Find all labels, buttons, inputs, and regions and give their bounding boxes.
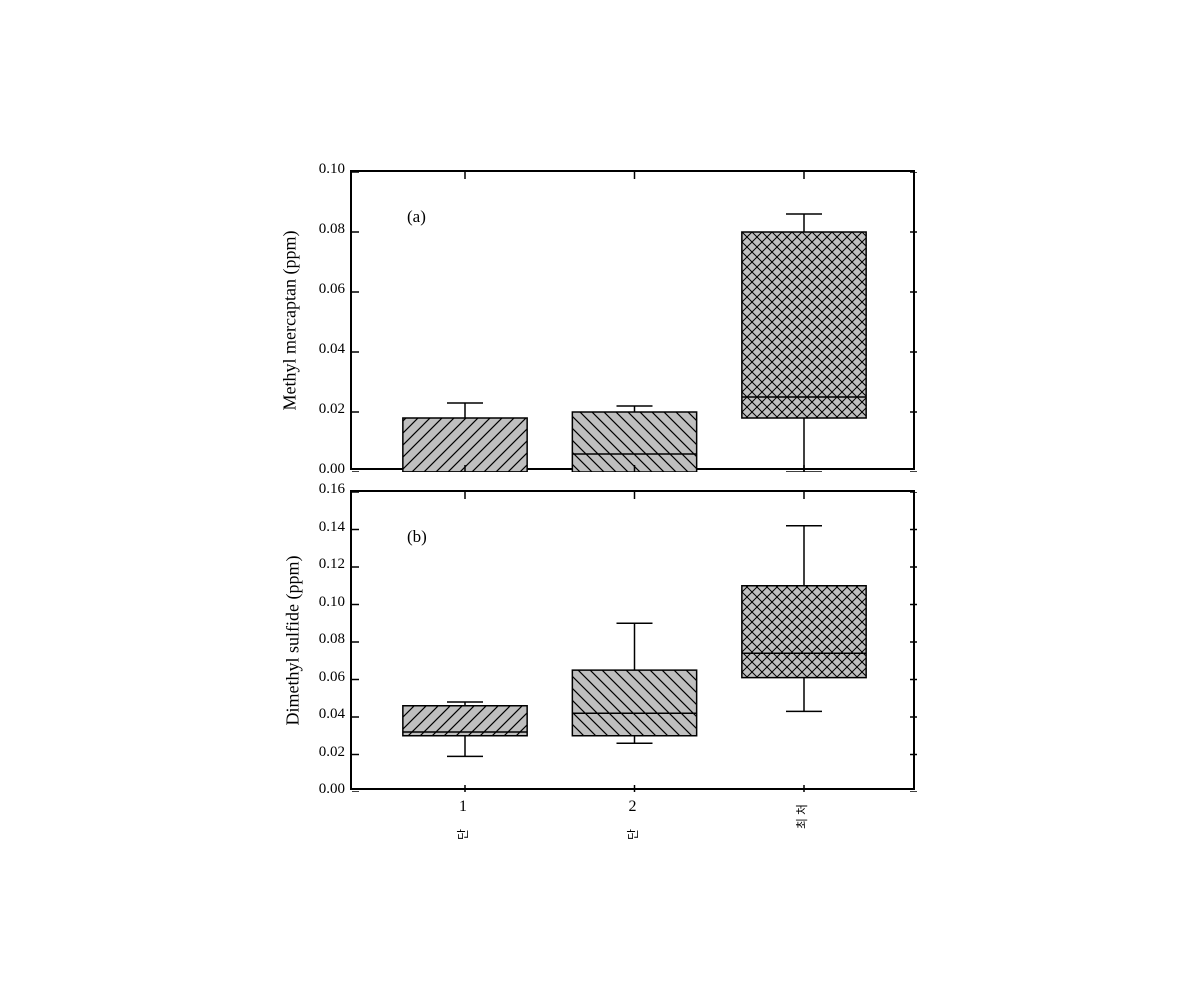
ytick-label: 0.08 bbox=[305, 221, 345, 238]
x-category-sub: 단 bbox=[454, 829, 471, 840]
ytick-label: 0.02 bbox=[305, 401, 345, 418]
panel-a-svg bbox=[352, 172, 917, 472]
x-category-label: 1단 bbox=[433, 798, 493, 844]
ytick-label: 0.00 bbox=[305, 781, 345, 798]
ytick-label: 0.14 bbox=[305, 519, 345, 536]
ytick-label: 0.00 bbox=[305, 461, 345, 478]
x-category-main: 1 bbox=[433, 798, 493, 816]
ytick-label: 0.12 bbox=[305, 556, 345, 573]
panel-a: (a) bbox=[350, 170, 915, 470]
panel-b-svg bbox=[352, 492, 917, 792]
panel-b: (b) bbox=[350, 490, 915, 790]
ytick-label: 0.16 bbox=[305, 481, 345, 498]
x-category-sub: 단 bbox=[624, 829, 641, 840]
x-category-label: 2단 bbox=[603, 798, 663, 844]
ytick-label: 0.02 bbox=[305, 744, 345, 761]
panel-a-label: (a) bbox=[407, 207, 426, 227]
ytick-label: 0.06 bbox=[305, 669, 345, 686]
panel-b-label: (b) bbox=[407, 527, 427, 547]
ylabel-a: Methyl mercaptan (ppm) bbox=[279, 231, 300, 411]
ytick-label: 0.10 bbox=[305, 594, 345, 611]
figure-container: (a) Methyl mercaptan (ppm) bbox=[270, 170, 950, 890]
ytick-label: 0.04 bbox=[305, 706, 345, 723]
x-category-sub: 최 처 bbox=[794, 804, 811, 829]
ytick-label: 0.08 bbox=[305, 631, 345, 648]
ytick-label: 0.10 bbox=[305, 161, 345, 178]
x-category-label: 최 처 bbox=[772, 798, 832, 826]
ytick-label: 0.06 bbox=[305, 281, 345, 298]
ytick-label: 0.04 bbox=[305, 341, 345, 358]
ylabel-b: Dimethyl sulfide (ppm) bbox=[282, 556, 303, 726]
x-category-main: 2 bbox=[603, 798, 663, 816]
